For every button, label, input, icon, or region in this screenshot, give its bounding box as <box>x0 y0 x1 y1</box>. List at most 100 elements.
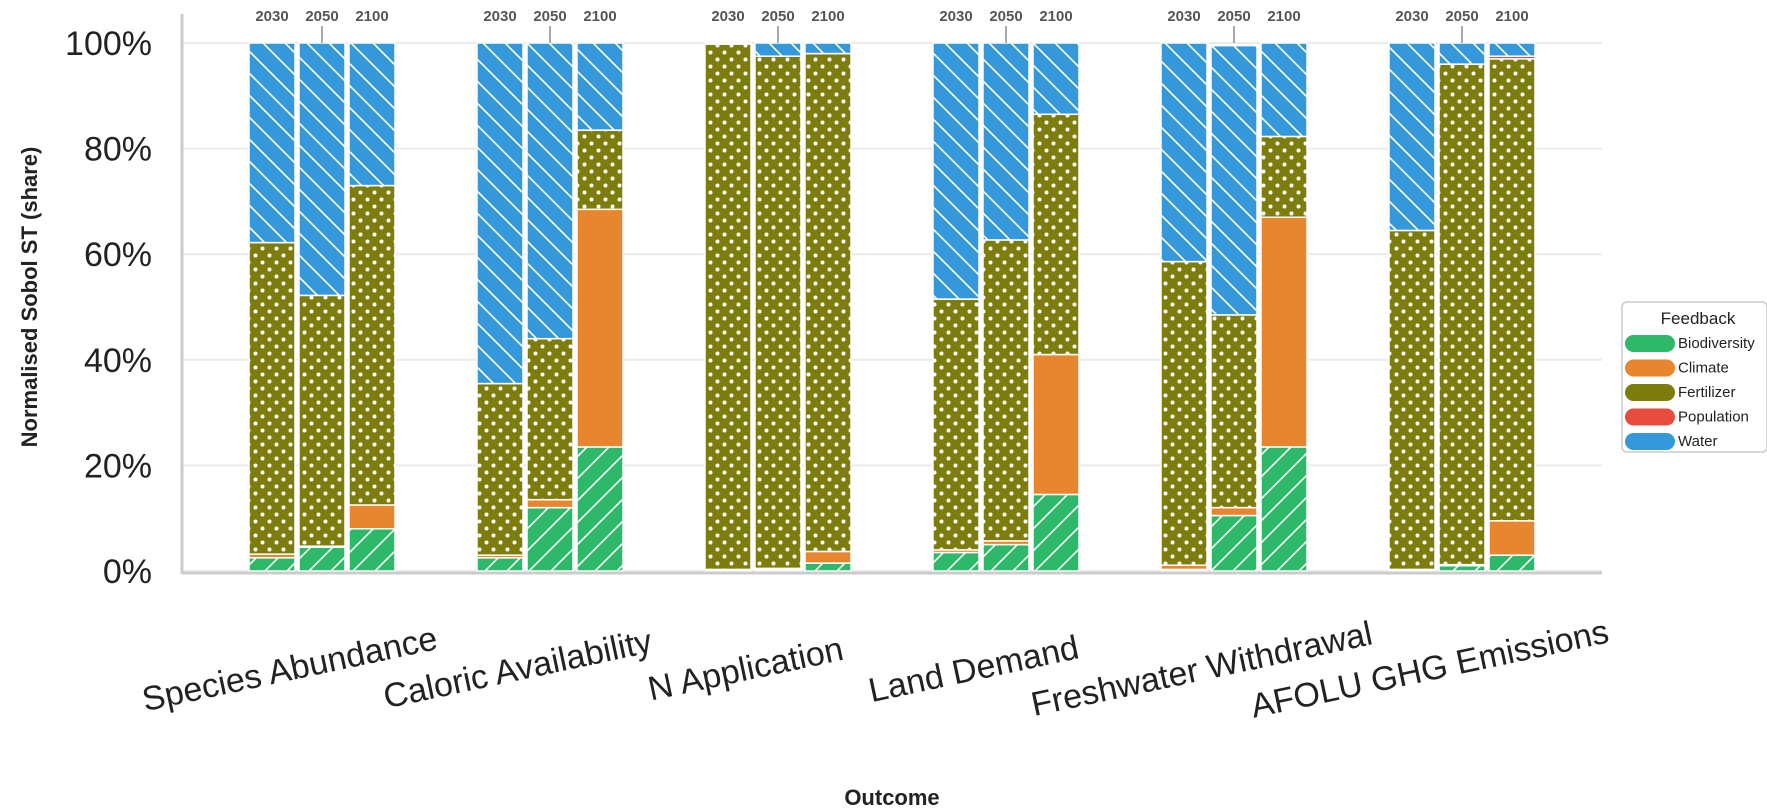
bar-segment-fertilizer <box>1032 113 1080 356</box>
bar-segment-water <box>754 42 802 57</box>
bar-segment-water <box>704 42 752 45</box>
bars <box>248 42 1536 572</box>
legend-label-water: Water <box>1678 433 1717 450</box>
bar-segment-water <box>1488 42 1536 57</box>
bar-segment-fertilizer <box>1438 63 1486 566</box>
bar-segment-fertilizer <box>1160 260 1208 566</box>
year-label: 2100 <box>1495 8 1528 25</box>
year-label: 2100 <box>355 8 388 25</box>
bar-segment-biodiversity <box>348 528 396 572</box>
bar-segment-water <box>576 42 624 131</box>
bar-segment-biodiversity <box>476 557 524 572</box>
bar-segment-biodiversity <box>248 557 296 572</box>
legend-swatch-climate <box>1625 359 1675 377</box>
x-tick-label: N Application <box>645 630 847 708</box>
bar-segment-biodiversity <box>1438 564 1486 572</box>
year-label: 2030 <box>1395 8 1428 25</box>
bar-segment-climate <box>576 208 624 448</box>
year-label: 2050 <box>305 8 338 25</box>
bar-segment-biodiversity <box>298 546 346 572</box>
bar-segment-biodiversity <box>1488 554 1536 572</box>
bar-segment-fertilizer <box>1210 314 1258 509</box>
year-label: 2100 <box>1267 8 1300 25</box>
bar-segment-fertilizer <box>932 298 980 551</box>
bar-segment-climate <box>804 550 852 564</box>
year-label: 2030 <box>483 8 516 25</box>
bar-segment-climate <box>526 498 574 509</box>
bar-segment-biodiversity <box>1032 493 1080 572</box>
bar-segment-fertilizer <box>248 241 296 555</box>
year-label: 2050 <box>1445 8 1478 25</box>
bar-segment-biodiversity <box>526 506 574 572</box>
bar-segment-water <box>1260 42 1308 138</box>
y-tick-label: 20% <box>84 447 152 485</box>
bar-segment-climate <box>1210 506 1258 517</box>
legend-label-biodiversity: Biodiversity <box>1678 335 1755 352</box>
y-tick-label: 0% <box>103 553 152 591</box>
year-label: 2050 <box>989 8 1022 25</box>
bar-segment-fertilizer <box>1388 229 1436 571</box>
bar-segment-water <box>298 42 346 297</box>
bar-segment-climate <box>1488 520 1536 556</box>
legend-label-climate: Climate <box>1678 360 1729 377</box>
bar-segment-fertilizer <box>1260 135 1308 218</box>
bar-segment-biodiversity <box>1260 446 1308 572</box>
bar-segment-fertilizer <box>982 239 1030 542</box>
bar-segment-biodiversity <box>804 562 852 572</box>
year-label: 2030 <box>939 8 972 25</box>
year-label: 2030 <box>255 8 288 25</box>
bar-segment-fertilizer <box>1488 58 1536 522</box>
bar-segment-water <box>1388 42 1436 232</box>
bar-segment-climate <box>1260 216 1308 448</box>
x-axis-label: Outcome <box>844 785 939 810</box>
bar-segment-water <box>526 42 574 340</box>
y-axis-label: Normalised Sobol ST (share) <box>17 147 42 448</box>
bar-segment-water <box>476 42 524 385</box>
bar-segment-fertilizer <box>704 43 752 571</box>
bar-segment-water <box>1438 42 1486 65</box>
bar-segment-fertilizer <box>348 184 396 506</box>
bar-segment-water <box>804 42 852 55</box>
legend-swatch-biodiversity <box>1625 335 1675 352</box>
bar-segment-water <box>1160 42 1208 263</box>
bar-segment-fertilizer <box>754 55 802 570</box>
gridlines <box>182 42 1602 572</box>
bar-segment-water <box>1032 42 1080 116</box>
y-tick-label: 80% <box>84 131 152 169</box>
legend: Feedback Biodiversity Climate Fertilizer Pop… <box>1621 301 1767 453</box>
year-label: 2100 <box>583 8 616 25</box>
bar-segment-fertilizer <box>576 129 624 211</box>
bar-segment-biodiversity <box>982 543 1030 572</box>
y-tick-label: 100% <box>65 25 152 63</box>
year-label: 2050 <box>533 8 566 25</box>
bar-segment-water <box>248 42 296 244</box>
legend-swatch-water <box>1625 433 1675 450</box>
bar-segment-fertilizer <box>526 337 574 501</box>
bar-segment-fertilizer <box>476 382 524 556</box>
axes <box>180 14 1602 575</box>
bar-segment-fertilizer <box>298 294 346 547</box>
year-label: 2100 <box>1039 8 1072 25</box>
bar-segment-climate <box>1032 353 1080 496</box>
year-label: 2030 <box>711 8 744 25</box>
legend-label-population: Population <box>1678 409 1749 426</box>
bar-segment-biodiversity <box>932 551 980 572</box>
y-tick-label: 40% <box>84 342 152 380</box>
legend-swatch-fertilizer <box>1625 384 1675 401</box>
bar-segment-climate <box>348 504 396 530</box>
year-label: 2050 <box>1217 8 1250 25</box>
bar-segment-water <box>932 42 980 300</box>
bar-segment-biodiversity <box>1210 514 1258 572</box>
year-label: 2050 <box>761 8 794 25</box>
y-tick-label: 60% <box>84 236 152 274</box>
bar-segment-water <box>1210 44 1258 316</box>
legend-title: Feedback <box>1661 309 1736 328</box>
bar-segment-water <box>348 42 396 187</box>
year-label: 2100 <box>811 8 844 25</box>
bar-segment-fertilizer <box>804 52 852 553</box>
bar-segment-water <box>982 42 1030 241</box>
legend-swatch-population <box>1625 408 1675 426</box>
year-label: 2030 <box>1167 8 1200 25</box>
